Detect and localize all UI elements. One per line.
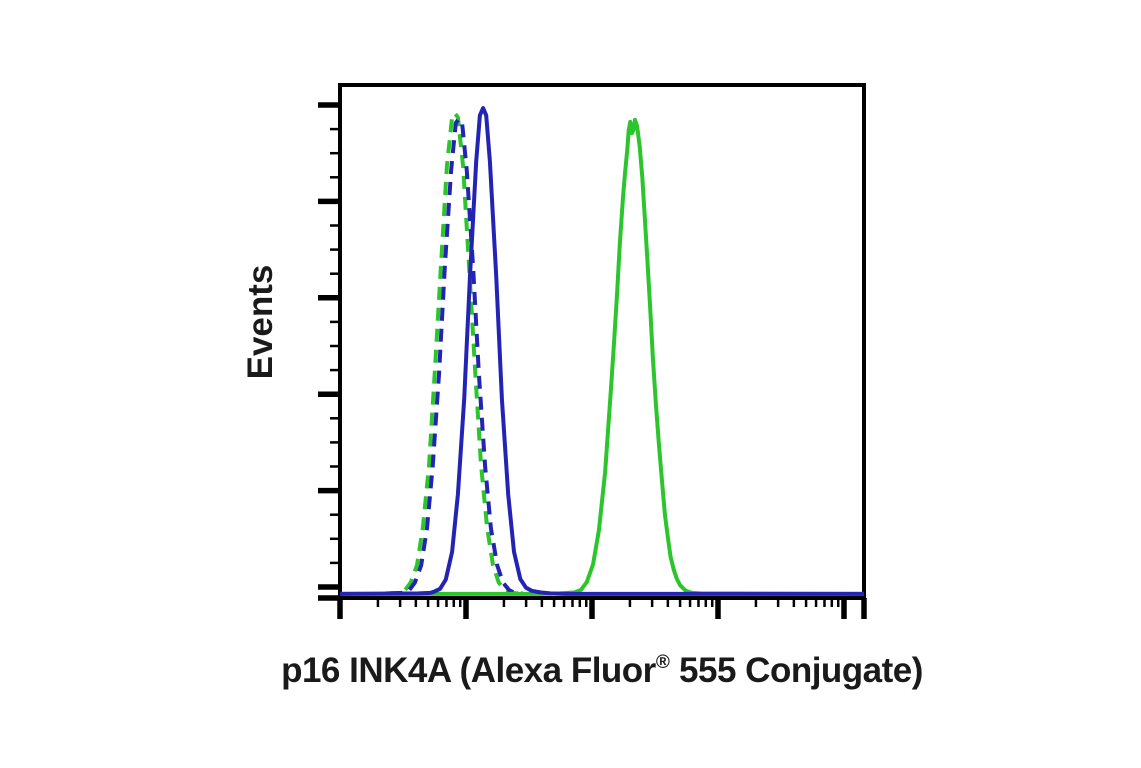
- x-axis-label-text: p16 INK4A (Alexa Fluor: [281, 651, 656, 690]
- blue-solid-curve: [339, 106, 864, 596]
- x-axis-label-text-2: 555 Conjugate): [669, 651, 923, 690]
- blue-dashed-curve: [389, 116, 523, 596]
- x-axis-label: p16 INK4A (Alexa Fluor® 555 Conjugate): [281, 651, 923, 691]
- green-dashed-curve: [385, 111, 519, 596]
- registered-trademark-symbol: ®: [655, 652, 670, 673]
- green-solid-curve: [340, 117, 865, 596]
- y-axis-ticks: [318, 102, 340, 601]
- plot-frame: [338, 83, 866, 600]
- y-axis-label: Events: [241, 264, 280, 380]
- x-axis-ticks: [337, 598, 867, 619]
- histogram-curves: [339, 106, 865, 596]
